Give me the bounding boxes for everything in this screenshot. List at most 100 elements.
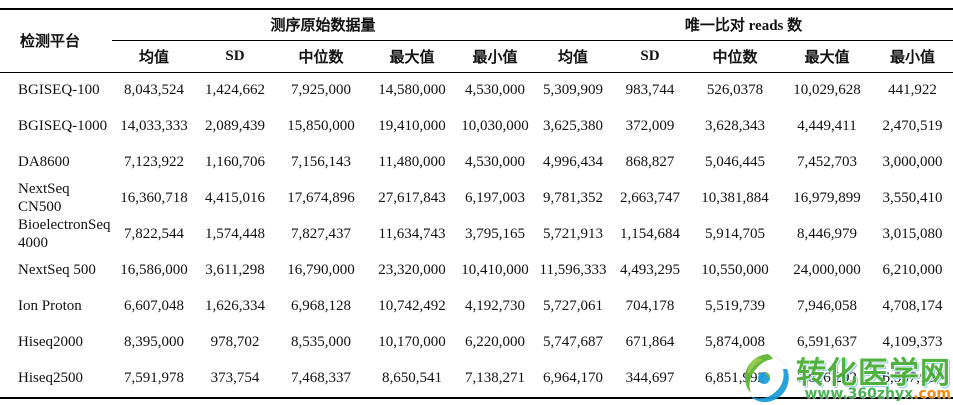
unique-value-cell: 372,009	[625, 118, 675, 134]
platform-cell: Hiseq2500	[18, 369, 83, 386]
unique-value-cell: 8,446,979	[797, 226, 858, 242]
unique-value-cell: 5,519,739	[705, 298, 766, 314]
raw-value-cell: 16,360,718	[120, 190, 188, 206]
unique-value-cell: 7,452,703	[797, 154, 858, 170]
table-row: DA8600 7,123,922 1,160,706 7,156,143 11,480,…	[0, 145, 953, 181]
raw-value-cell: 17,674,896	[287, 190, 355, 206]
unique-value-cell: 5,874,008	[705, 334, 766, 350]
raw-value-cell: 3,795,165	[465, 226, 525, 242]
table-row: Ion Proton 6,607,048 1,626,334 6,968,128 10,…	[0, 289, 953, 325]
raw-value-cell: 10,742,492	[378, 298, 446, 314]
raw-value-cell: 8,650,541	[382, 370, 442, 386]
subheader-unique-max: 最大值	[782, 40, 873, 73]
raw-value-cell: 1,626,334	[205, 298, 265, 314]
unique-value-cell: 24,000,000	[793, 262, 861, 278]
platform-cell: DA8600	[18, 153, 70, 170]
unique-value-cell: 5,747,687	[543, 334, 604, 350]
raw-value-cell: 7,591,978	[124, 370, 184, 386]
platform-cell: BioelectronSeq 4000	[18, 217, 111, 251]
subheader-unique-mean: 均值	[534, 40, 613, 73]
paper-table-page: 检测平台 测序原始数据量 唯一比对 reads 数 均值 SD 中位数 最大值 …	[0, 8, 953, 405]
unique-value-cell: 10,381,884	[701, 190, 769, 206]
raw-value-cell: 4,530,000	[465, 82, 525, 98]
raw-value-cell: 7,827,437	[291, 226, 351, 242]
unique-value-cell: 2,470,519	[882, 118, 943, 134]
group-header-unique-reads: 唯一比对 reads 数	[534, 9, 953, 41]
platform-cell: NextSeq CN500	[18, 181, 70, 215]
raw-value-cell: 10,030,000	[461, 118, 529, 134]
raw-value-cell: 2,089,439	[205, 118, 265, 134]
group-header-raw-data: 测序原始数据量	[112, 9, 535, 41]
raw-value-cell: 10,410,000	[461, 262, 529, 278]
table-row: NextSeq CN500 16,360,718 4,415,016 17,674,8…	[0, 181, 953, 217]
unique-value-cell: 5,309,909	[543, 82, 604, 98]
unique-value-cell: 10,550,000	[701, 262, 769, 278]
unique-value-cell: 7,816,292	[797, 370, 858, 386]
unique-value-cell: 5,727,061	[543, 298, 604, 314]
unique-value-cell: 6,851,992	[705, 370, 766, 386]
raw-value-cell: 1,424,662	[205, 82, 265, 98]
raw-value-cell: 7,156,143	[291, 154, 351, 170]
unique-value-cell: 704,178	[625, 298, 675, 314]
raw-value-cell: 8,535,000	[291, 334, 351, 350]
platform-cell: Ion Proton	[18, 297, 82, 314]
raw-value-cell: 6,220,000	[465, 334, 525, 350]
unique-value-cell: 4,493,295	[620, 262, 681, 278]
raw-value-cell: 15,850,000	[287, 118, 355, 134]
header-sub-row: 均值 SD 中位数 最大值 最小值 均值 SD 中位数 最大值 最小值	[0, 40, 953, 73]
raw-value-cell: 7,123,922	[124, 154, 184, 170]
unique-value-cell: 526,0378	[706, 82, 764, 98]
sequencing-platform-table: 检测平台 测序原始数据量 唯一比对 reads 数 均值 SD 中位数 最大值 …	[0, 8, 953, 399]
raw-value-cell: 14,580,000	[378, 82, 446, 98]
raw-value-cell: 27,617,843	[378, 190, 446, 206]
unique-value-cell: 6,591,637	[797, 334, 858, 350]
table-row: NextSeq 500 16,586,000 3,611,298 16,790,000…	[0, 253, 953, 289]
unique-value-cell: 3,550,410	[882, 190, 943, 206]
unique-value-cell: 4,996,434	[543, 154, 604, 170]
unique-value-cell: 9,781,352	[543, 190, 604, 206]
header-group-row: 检测平台 测序原始数据量 唯一比对 reads 数	[0, 9, 953, 73]
subheader-raw-median: 中位数	[274, 40, 368, 73]
raw-value-cell: 4,530,000	[465, 154, 525, 170]
raw-value-cell: 1,160,706	[205, 154, 265, 170]
unique-value-cell: 671,864	[625, 334, 675, 350]
unique-value-cell: 3,628,343	[705, 118, 766, 134]
raw-value-cell: 16,790,000	[287, 262, 355, 278]
subheader-unique-median: 中位数	[688, 40, 783, 73]
raw-value-cell: 7,822,544	[124, 226, 184, 242]
unique-value-cell: 5,914,705	[705, 226, 766, 242]
table-row: BGISEQ-100 8,043,524 1,424,662 7,925,000 14,…	[0, 72, 953, 109]
unique-value-cell: 6,210,000	[882, 262, 943, 278]
raw-value-cell: 16,586,000	[120, 262, 188, 278]
raw-value-cell: 8,395,000	[124, 334, 184, 350]
table-row: Hiseq2500 7,591,978 373,754 7,468,337 8,650,…	[0, 361, 953, 398]
unique-value-cell: 5,046,445	[705, 154, 766, 170]
raw-value-cell: 1,574,448	[205, 226, 265, 242]
subheader-unique-min: 最小值	[872, 40, 953, 73]
raw-value-cell: 14,033,333	[120, 118, 188, 134]
platform-cell: BGISEQ-100	[18, 81, 100, 98]
unique-value-cell: 10,029,628	[793, 82, 861, 98]
unique-value-cell: 344,697	[625, 370, 675, 386]
raw-value-cell: 6,197,003	[465, 190, 525, 206]
subheader-raw-max: 最大值	[368, 40, 456, 73]
raw-value-cell: 3,611,298	[205, 262, 265, 278]
subheader-raw-mean: 均值	[112, 40, 196, 73]
raw-value-cell: 6,968,128	[291, 298, 351, 314]
platform-column-header: 检测平台	[0, 9, 112, 73]
unique-value-cell: 4,449,411	[797, 118, 857, 134]
raw-value-cell: 373,754	[210, 370, 260, 386]
unique-value-cell: 6,557,937	[882, 370, 943, 386]
platform-cell: Hiseq2000	[18, 333, 83, 350]
subheader-raw-min: 最小值	[456, 40, 535, 73]
platform-cell: NextSeq 500	[18, 261, 96, 278]
table-row: BGISEQ-1000 14,033,333 2,089,439 15,850,000…	[0, 109, 953, 145]
raw-value-cell: 7,468,337	[291, 370, 351, 386]
raw-value-cell: 978,702	[210, 334, 260, 350]
unique-value-cell: 3,625,380	[543, 118, 604, 134]
unique-value-cell: 6,964,170	[543, 370, 604, 386]
raw-value-cell: 7,925,000	[291, 82, 351, 98]
table-row: Hiseq2000 8,395,000 978,702 8,535,000 10,170…	[0, 325, 953, 361]
unique-value-cell: 983,744	[625, 82, 675, 98]
unique-value-cell: 7,946,058	[797, 298, 858, 314]
